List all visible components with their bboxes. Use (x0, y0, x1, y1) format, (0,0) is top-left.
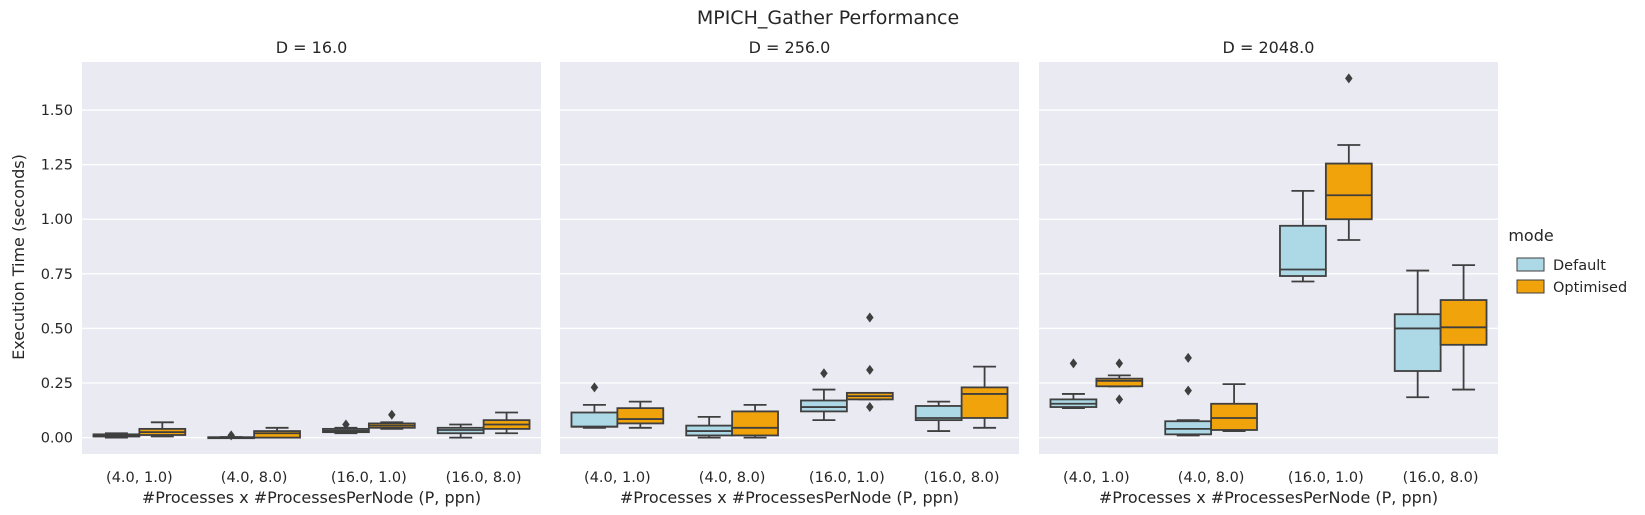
box-optimised-4 (1439, 264, 1488, 391)
panel-title: D = 2048.0 (1223, 38, 1315, 57)
outlier-point (388, 409, 396, 420)
box-optimised-2 (1210, 383, 1258, 432)
box-default-1 (1049, 358, 1098, 410)
box-optimised-4 (960, 365, 1009, 429)
legend: mode Default Optimised (1508, 226, 1627, 296)
box-body (1279, 224, 1327, 277)
x-tick-label: (16.0, 8.0) (924, 470, 1000, 486)
box-default-4 (1393, 269, 1442, 399)
outlier-point (1115, 358, 1124, 369)
outlier-point (227, 430, 235, 441)
x-tick-label: (16.0, 1.0) (331, 470, 407, 486)
x-tick-label: (16.0, 1.0) (1288, 470, 1364, 486)
y-tick-label: 0.75 (41, 267, 73, 283)
panel-background (82, 62, 541, 454)
outlier-point (1115, 394, 1124, 405)
outlier-point (1069, 358, 1078, 369)
x-tick-label: (4.0, 1.0) (584, 470, 651, 486)
panel-title: D = 256.0 (749, 38, 831, 57)
box-default-4 (436, 423, 485, 439)
box-body (960, 386, 1009, 419)
panel-1: 0.00 0.25 0.50 0.75 1.00 1.25 1.50 D = 16.0 (4.0… (41, 38, 541, 507)
legend-entries: Default Optimised (1516, 257, 1627, 296)
y-tick-label: 0.50 (41, 321, 73, 337)
box-optimised-1 (1095, 358, 1144, 405)
box-default-1 (570, 382, 619, 429)
box-body (731, 410, 779, 437)
x-tick-label: (4.0, 1.0) (1063, 470, 1130, 486)
box-optimised-3 (845, 312, 894, 413)
box-body (1210, 402, 1258, 431)
outlier-point (1184, 385, 1192, 396)
box-body (1439, 299, 1488, 346)
x-tick-label: (4.0, 8.0) (699, 470, 766, 486)
outlier-point (1345, 73, 1353, 84)
box-optimised-2 (731, 403, 779, 439)
box-body (570, 411, 619, 428)
y-tick-label: 0.25 (41, 376, 73, 392)
y-axis-label: Execution Time (seconds) (9, 154, 28, 360)
box-optimised-1 (138, 421, 187, 438)
box-default-3 (800, 368, 848, 422)
facet-panels: 0.00 0.25 0.50 0.75 1.00 1.25 1.50 D = 16.0 (4.0… (41, 38, 1498, 507)
y-tick-label: 1.50 (41, 103, 73, 119)
x-tick-label: (4.0, 8.0) (1178, 470, 1245, 486)
legend-swatch-default (1516, 257, 1545, 272)
x-tick-label: (4.0, 8.0) (221, 470, 288, 486)
box-optimised-2 (253, 426, 301, 439)
y-tick-label: 0.00 (41, 431, 73, 447)
outlier-point (1184, 352, 1192, 363)
box-optimised-3 (367, 409, 416, 430)
x-axis-label: #Processes x #ProcessesPerNode (P, ppn) (1099, 488, 1438, 507)
panel-2: D = 256.0 (4.0, 1.0) (4.0, 8.0) (16.0, 1.0)… (560, 38, 1019, 507)
box-body (1095, 377, 1144, 388)
box-optimised-3 (1324, 73, 1373, 241)
box-body (253, 430, 301, 439)
outlier-point (820, 368, 828, 379)
x-axis-label: #Processes x #ProcessesPerNode (P, ppn) (142, 488, 481, 507)
panel-background (1039, 62, 1498, 454)
y-tick-label: 1.25 (41, 158, 73, 174)
outlier-point (866, 364, 874, 375)
panel-background (560, 62, 1019, 454)
legend-label-default: Default (1553, 258, 1606, 274)
box-body (1324, 162, 1373, 221)
box-default-1 (92, 432, 141, 439)
chart-title: MPICH_Gather Performance (697, 7, 959, 29)
box-body (616, 407, 665, 425)
outlier-point (866, 402, 874, 413)
panel-title: D = 16.0 (276, 38, 348, 57)
legend-swatch-optimised (1516, 279, 1545, 294)
box-optimised-1 (616, 400, 665, 429)
legend-title: mode (1508, 226, 1553, 245)
panel-3: D = 2048.0 (4.0, 1.0) (4.0, 8.0) (16.0, 1.0… (1039, 38, 1498, 507)
legend-label-optimised: Optimised (1553, 280, 1627, 296)
box-body (800, 399, 848, 413)
box-optimised-4 (482, 411, 531, 435)
box-default-4 (914, 400, 963, 432)
x-tick-label: (16.0, 8.0) (1403, 470, 1479, 486)
outlier-point (342, 419, 350, 430)
y-tick-label: 1.00 (41, 212, 73, 228)
x-axis-label: #Processes x #ProcessesPerNode (P, ppn) (620, 488, 959, 507)
box-default-3 (322, 419, 370, 435)
x-tick-label: (16.0, 1.0) (809, 470, 885, 486)
x-tick-label: (4.0, 1.0) (106, 470, 173, 486)
x-tick-label: (16.0, 8.0) (446, 470, 522, 486)
outlier-point (590, 382, 599, 393)
box-body (1164, 420, 1213, 436)
box-body (1393, 313, 1442, 372)
outlier-point (866, 312, 874, 323)
box-default-3 (1279, 189, 1327, 283)
